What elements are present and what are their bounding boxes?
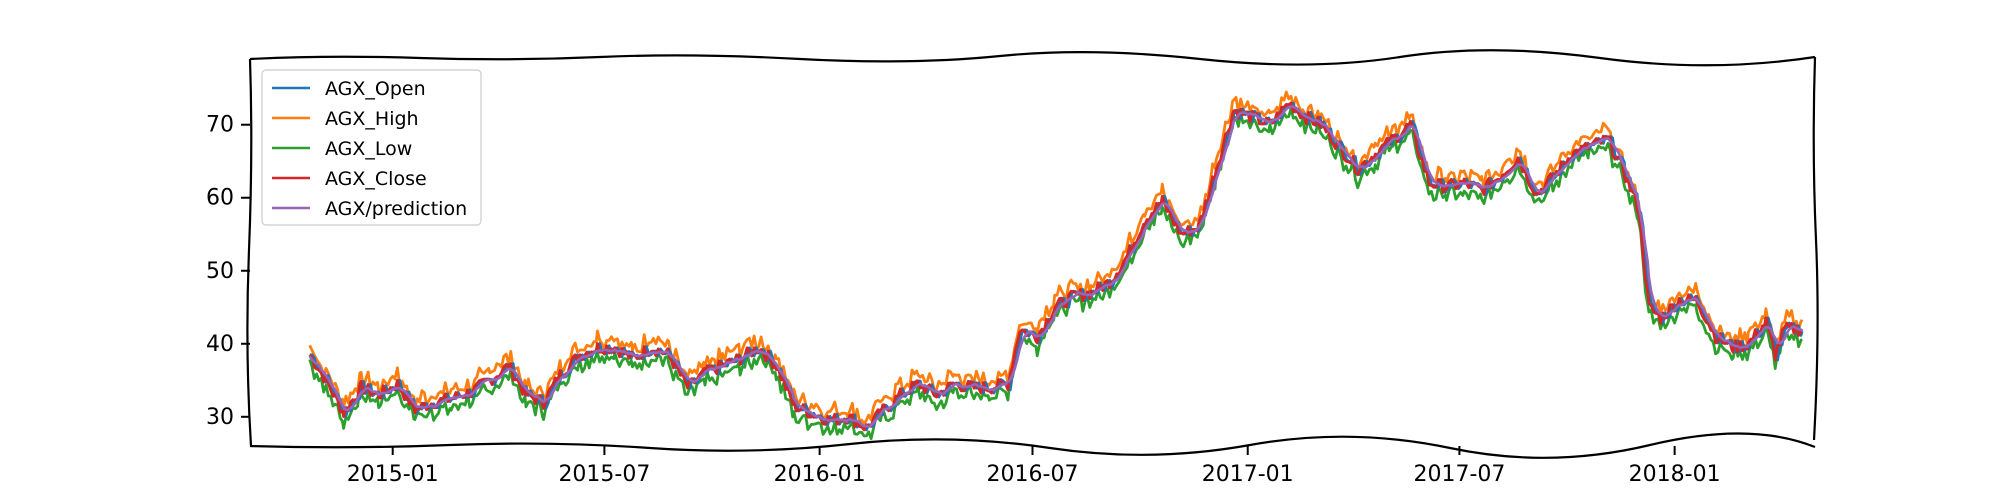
legend-label: AGX/prediction: [325, 198, 467, 220]
series-line-agx-close: [308, 101, 1804, 432]
legend-label: AGX_Low: [325, 138, 412, 160]
x-tick-label: 2016-07: [987, 462, 1079, 487]
series-layer: [308, 90, 1804, 441]
y-tick-label: 50: [206, 259, 234, 284]
legend-label: AGX_Close: [325, 168, 427, 190]
x-tick-label: 2017-07: [1413, 462, 1505, 487]
y-axis-ticks: 30 40 50 60 70: [206, 113, 250, 430]
legend-label: AGX_High: [325, 108, 419, 130]
axes-frame: [246, 49, 1819, 459]
x-axis-ticks: 2015-01 2015-07 2016-01 2016-07 2017-01 2017-…: [347, 446, 1721, 487]
y-tick-label: 30: [206, 405, 234, 430]
x-tick-label: 2015-07: [558, 462, 650, 487]
legend: AGX_Open AGX_High AGX_Low AGX_Close AGX/pred…: [261, 69, 482, 226]
series-line-agx-prediction: [308, 105, 1804, 428]
y-tick-label: 40: [206, 332, 234, 357]
x-tick-label: 2015-01: [347, 462, 439, 487]
x-tick-label: 2017-01: [1202, 462, 1294, 487]
series-line-agx-high: [308, 90, 1804, 426]
series-line-agx-low: [308, 107, 1803, 441]
legend-box: [261, 69, 482, 226]
y-tick-label: 60: [206, 186, 234, 211]
x-tick-label: 2018-01: [1629, 462, 1721, 487]
y-tick-label: 70: [206, 113, 234, 138]
x-tick-label: 2016-01: [774, 462, 866, 487]
legend-label: AGX_Open: [325, 78, 426, 100]
